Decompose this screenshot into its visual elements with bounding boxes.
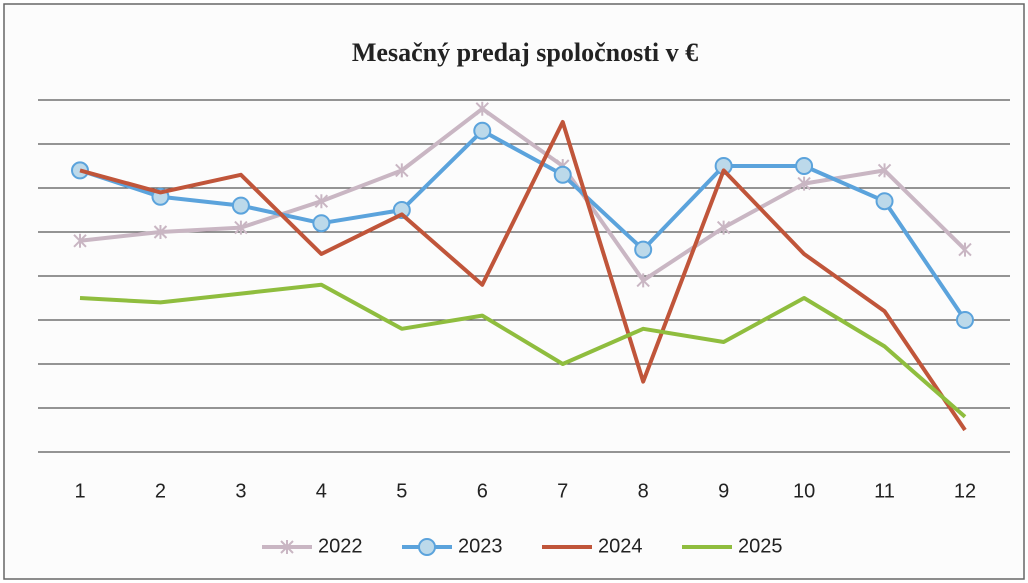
marker <box>395 163 409 178</box>
x-tick-label: 3 <box>235 480 246 502</box>
marker <box>234 220 248 235</box>
marker <box>956 311 974 329</box>
marker <box>877 163 892 178</box>
legend-label: 2022 <box>318 535 363 557</box>
marker <box>312 214 331 233</box>
legend-label: 2023 <box>458 535 503 557</box>
marker <box>716 220 731 235</box>
x-tick-label: 10 <box>793 480 815 502</box>
marker <box>875 192 894 211</box>
x-tick-label: 6 <box>477 480 488 502</box>
series-line <box>79 120 967 432</box>
x-tick-label: 8 <box>638 480 649 502</box>
x-tick-label: 7 <box>557 480 568 502</box>
marker <box>553 165 572 184</box>
marker <box>797 176 811 191</box>
series-line <box>79 128 967 322</box>
legend-label: 2024 <box>598 535 643 557</box>
x-tick-label: 2 <box>155 480 166 502</box>
x-tick-label: 11 <box>874 480 895 502</box>
marker <box>280 540 294 554</box>
marker <box>795 157 814 175</box>
marker <box>634 240 653 259</box>
marker <box>418 538 436 556</box>
x-tick-label: 12 <box>954 480 976 502</box>
marker <box>392 201 411 219</box>
marker <box>73 233 87 248</box>
marker <box>473 121 492 140</box>
marker <box>475 101 489 116</box>
x-tick-label: 1 <box>74 480 85 502</box>
marker <box>636 273 650 288</box>
series-line <box>79 282 967 419</box>
chart-title: Mesačný predaj spoločnosti v € <box>352 38 698 67</box>
x-tick-label: 4 <box>316 480 327 502</box>
series-line <box>79 106 967 283</box>
marker <box>314 194 329 209</box>
legend-label: 2025 <box>738 535 783 557</box>
marker <box>958 242 972 257</box>
marker <box>153 225 168 239</box>
x-tick-label: 9 <box>718 480 729 502</box>
marker <box>231 196 250 215</box>
x-tick-label: 5 <box>396 480 407 502</box>
